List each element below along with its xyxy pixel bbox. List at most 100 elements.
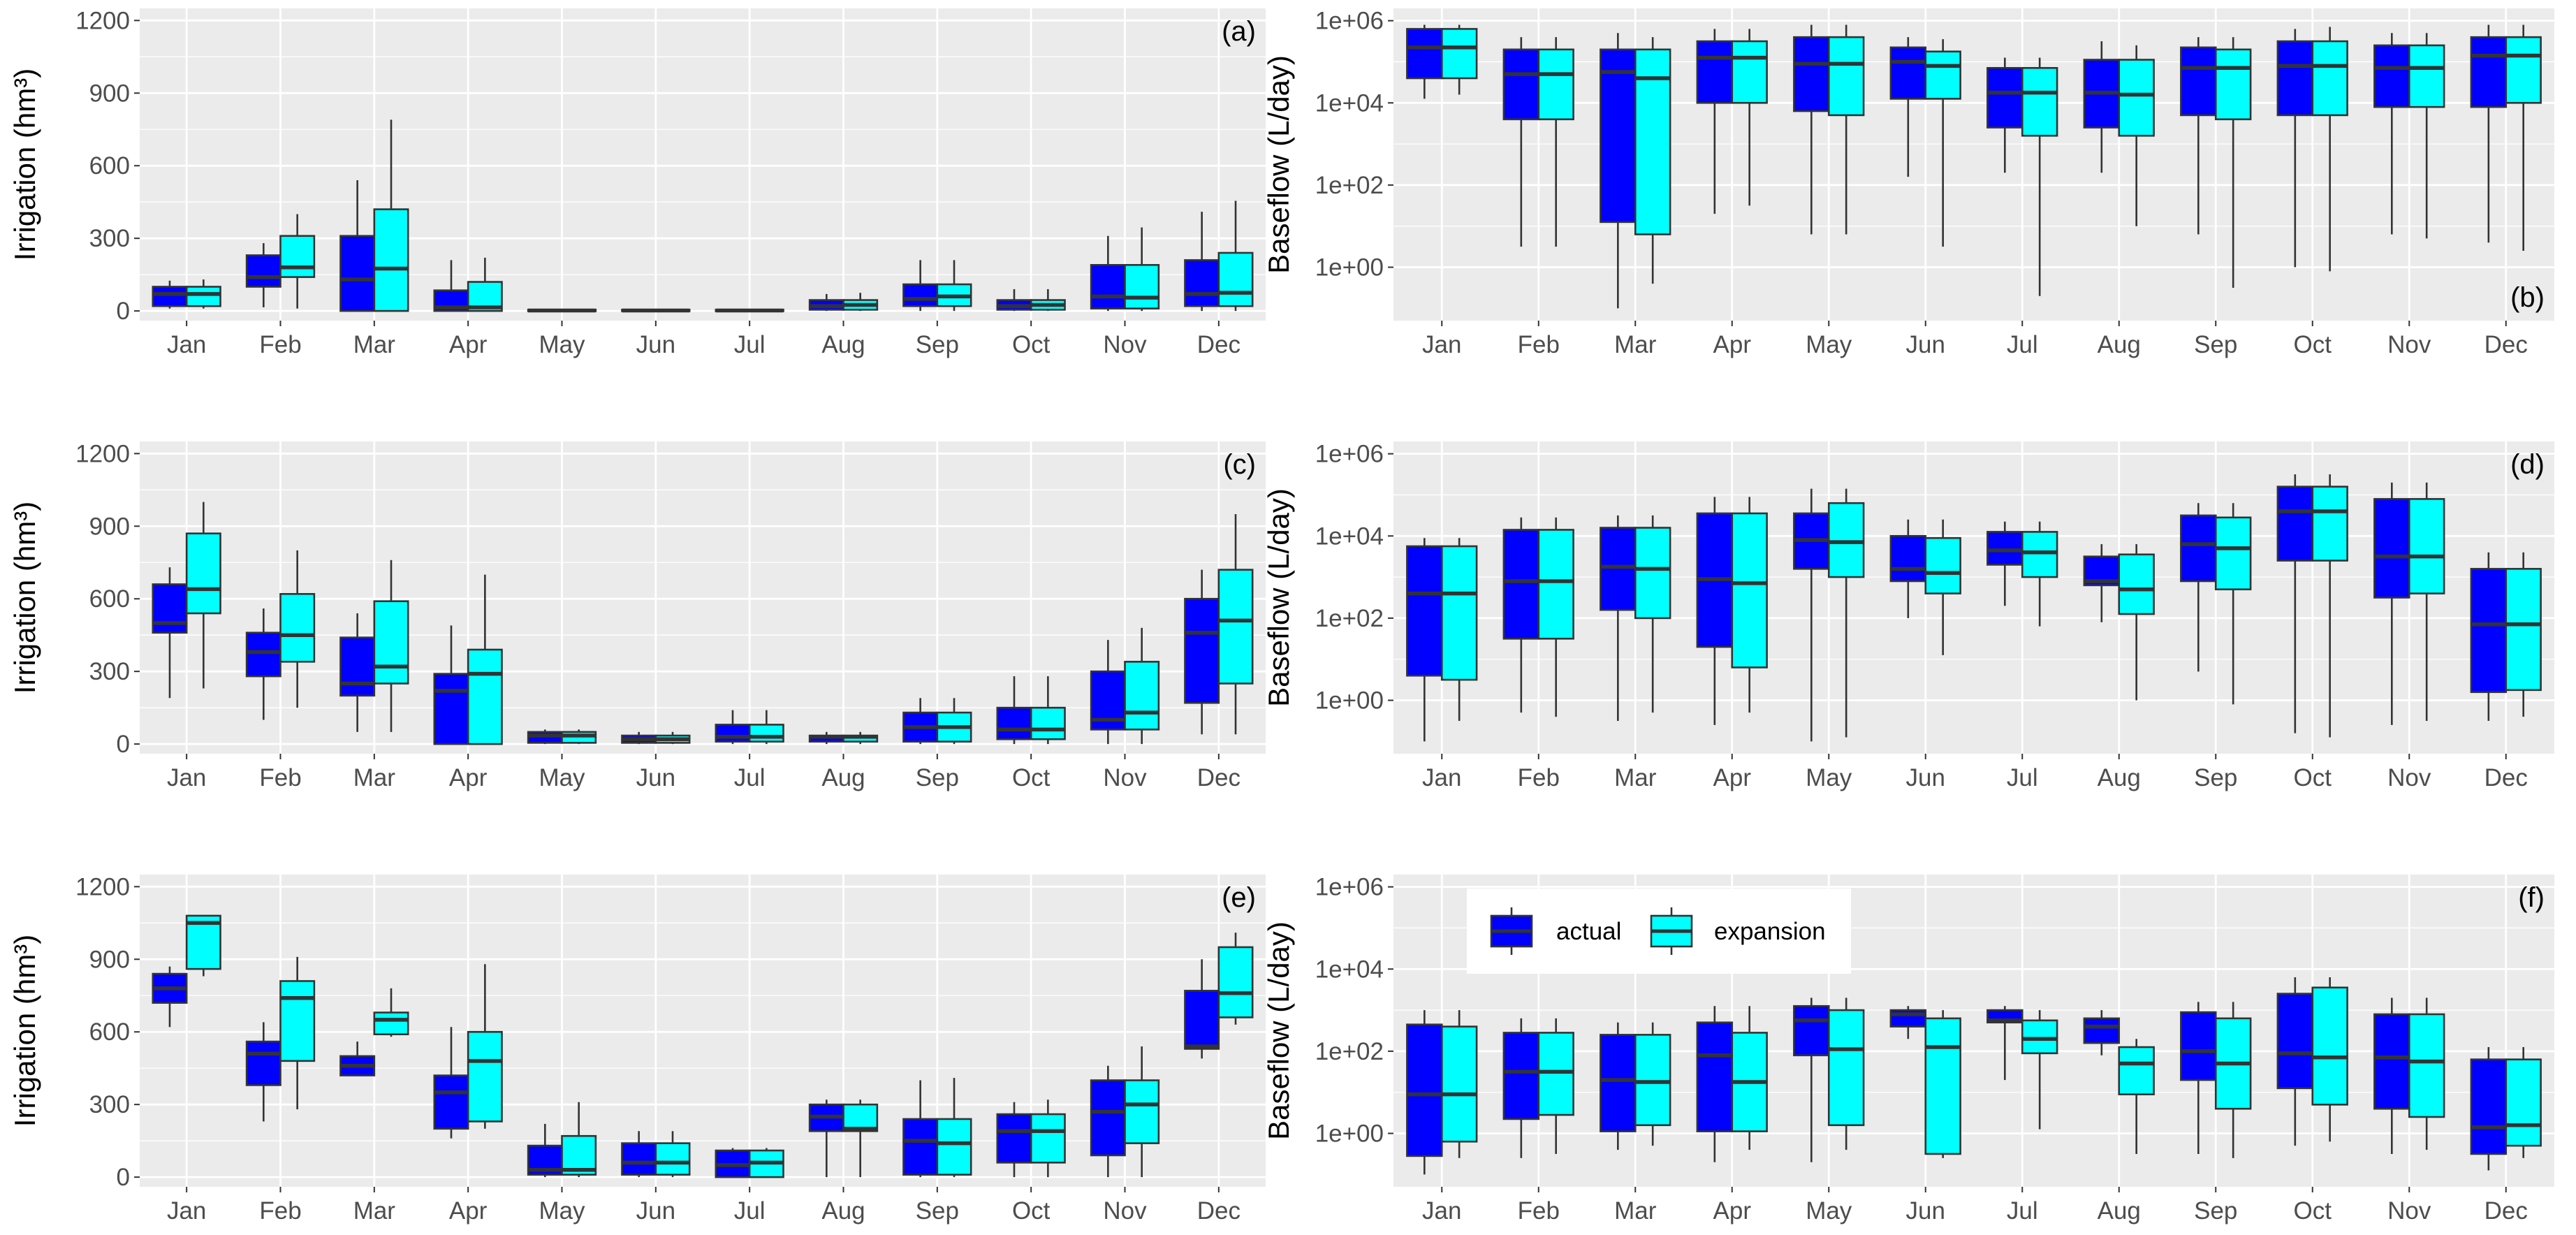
x-tick-label: Mar xyxy=(1614,1197,1657,1225)
box-iqr xyxy=(1827,36,1865,117)
x-tick-label: May xyxy=(1806,1197,1852,1225)
box-expansion-aug xyxy=(842,1099,879,1178)
x-tick-label: Jan xyxy=(1422,1197,1461,1225)
box-actual-dec xyxy=(2470,552,2508,721)
box-expansion-jul xyxy=(748,308,784,313)
box-iqr xyxy=(1406,545,1443,677)
x-tick-label: Jun xyxy=(636,1197,675,1225)
box-actual-may xyxy=(1793,488,1830,742)
box-actual-feb xyxy=(245,608,281,720)
y-tick-label: 1e+04 xyxy=(1315,89,1384,117)
box-actual-may xyxy=(1793,998,1830,1162)
box-expansion-may xyxy=(1827,488,1865,738)
x-tick-label: Feb xyxy=(259,764,301,791)
box-actual-nov xyxy=(1090,1065,1126,1178)
box-iqr xyxy=(1440,1025,1478,1143)
x-tick-label: Aug xyxy=(2098,764,2141,791)
box-actual-jul xyxy=(715,308,751,313)
x-tick-label: Sep xyxy=(916,331,959,358)
box-iqr xyxy=(1793,1004,1830,1057)
x-tick-label: Aug xyxy=(821,331,865,358)
box-actual-jun xyxy=(1889,519,1927,618)
box-expansion-jun xyxy=(654,1131,691,1178)
y-tick-label: 1e+06 xyxy=(1315,441,1384,468)
box-actual-jan xyxy=(152,567,188,699)
box-expansion-sep xyxy=(936,1078,972,1178)
x-tick-label: Oct xyxy=(2294,1197,2332,1225)
x-tick-label: Oct xyxy=(1012,764,1051,791)
x-tick-label: Mar xyxy=(1614,764,1657,791)
box-expansion-mar xyxy=(1634,1022,1671,1146)
box-expansion-jun xyxy=(1924,39,1961,247)
box-expansion-oct xyxy=(1030,288,1066,312)
box-expansion-feb xyxy=(1537,517,1574,717)
x-tick-label: Nov xyxy=(2387,764,2431,791)
box-expansion-apr xyxy=(1731,29,1768,206)
box-expansion-apr xyxy=(467,257,503,312)
box-expansion-may xyxy=(1827,24,1865,235)
box-actual-jan xyxy=(1406,24,1443,99)
box-iqr xyxy=(1889,534,1927,583)
box-iqr xyxy=(842,1103,879,1132)
box-iqr xyxy=(433,673,469,745)
box-iqr xyxy=(1696,40,1734,104)
x-tick-label: Jul xyxy=(734,1197,766,1225)
box-iqr xyxy=(2180,514,2217,583)
x-tick-label: Jan xyxy=(167,1197,206,1225)
box-iqr xyxy=(1827,502,1865,578)
box-iqr xyxy=(2373,498,2410,599)
box-iqr xyxy=(1502,1032,1540,1120)
box-iqr xyxy=(1440,28,1478,80)
box-iqr xyxy=(1696,1021,1734,1132)
x-tick-label: Aug xyxy=(2098,331,2141,358)
box-expansion-jun xyxy=(654,731,691,745)
box-iqr xyxy=(2118,553,2155,615)
box-iqr xyxy=(2408,1013,2445,1118)
box-actual-apr xyxy=(433,625,469,745)
box-expansion-nov xyxy=(1124,227,1160,312)
box-expansion-oct xyxy=(1030,676,1066,745)
box-actual-feb xyxy=(245,243,281,307)
y-axis-label: Irrigation (hm³) xyxy=(8,502,41,694)
box-actual-aug xyxy=(2083,1010,2121,1055)
box-iqr xyxy=(2214,48,2252,121)
y-axis-label: Irrigation (hm³) xyxy=(8,68,41,261)
y-tick-label: 1e+04 xyxy=(1315,956,1384,983)
box-iqr xyxy=(279,235,316,278)
x-tick-label: Nov xyxy=(2387,1197,2431,1225)
box-iqr xyxy=(1124,264,1160,309)
box-actual-apr xyxy=(1696,497,1734,725)
box-iqr xyxy=(1184,990,1220,1050)
box-expansion-dec xyxy=(2505,24,2542,251)
box-iqr xyxy=(1986,531,2024,566)
y-tick-label: 300 xyxy=(89,1091,130,1118)
box-expansion-aug xyxy=(2118,45,2155,226)
box-expansion-mar xyxy=(1634,515,1671,713)
box-actual-jun xyxy=(621,308,657,313)
x-tick-label: Sep xyxy=(916,764,959,791)
box-iqr xyxy=(2021,531,2058,578)
box-iqr xyxy=(1440,545,1478,681)
y-tick-label: 1e+04 xyxy=(1315,522,1384,550)
box-iqr xyxy=(902,283,939,307)
box-actual-jul xyxy=(1986,521,2024,606)
box-expansion-jul xyxy=(2021,57,2058,296)
box-iqr xyxy=(1217,569,1254,685)
box-expansion-nov xyxy=(2408,482,2445,721)
box-actual-oct xyxy=(996,676,1032,745)
x-tick-label: Apr xyxy=(449,331,488,358)
box-actual-dec xyxy=(2470,1047,2508,1171)
box-actual-jul xyxy=(1986,57,2024,173)
box-iqr xyxy=(2505,36,2542,104)
box-iqr xyxy=(1537,48,1574,121)
panel-background xyxy=(140,875,1266,1187)
box-actual-aug xyxy=(2083,544,2121,622)
x-tick-label: Feb xyxy=(259,331,301,358)
x-tick-label: May xyxy=(1806,764,1852,791)
box-iqr xyxy=(2021,1019,2058,1055)
box-expansion-jul xyxy=(2021,521,2058,627)
box-expansion-oct xyxy=(2311,474,2348,738)
x-tick-label: Mar xyxy=(1614,331,1657,358)
box-expansion-oct xyxy=(2311,977,2348,1142)
legend-label-actual: actual xyxy=(1556,918,1621,945)
